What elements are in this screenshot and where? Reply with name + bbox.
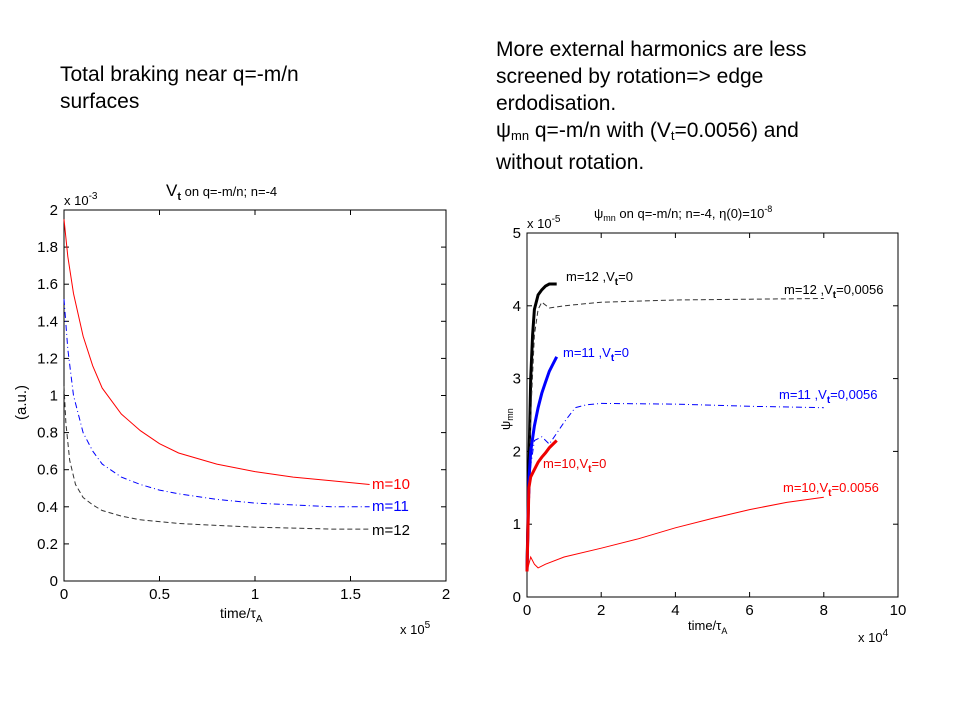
y-tick-label: 4: [513, 298, 521, 315]
x-tick-label: 0: [60, 586, 68, 603]
x-tick-label: 1.5: [340, 586, 361, 603]
chart1-title-main: V: [166, 181, 178, 200]
chart1-y-scale: x 10-3: [64, 191, 98, 208]
x-tick-label: 10: [890, 602, 907, 619]
series-line-0: [525, 282, 557, 572]
series-line-0: [63, 219, 370, 485]
y-tick-label: 1: [513, 516, 521, 533]
chart1-xlabel: time/τA: [220, 605, 263, 625]
chart1-title: Vt on q=-m/n; n=-4: [166, 181, 277, 203]
series-line-2: [525, 356, 559, 572]
y-tick-label: 3: [513, 371, 521, 388]
series-label-2: m=12: [372, 522, 410, 539]
chart1-title-sub: t: [177, 191, 181, 203]
y-tick-label: 0.6: [37, 462, 58, 479]
x-tick-label: 4: [671, 602, 679, 619]
chart2-y-scale: x 10-5: [527, 214, 561, 231]
right-caption-line4-b: =0.0056) and: [674, 119, 799, 142]
left-caption-line1: Total braking near q=-m/n: [60, 63, 299, 86]
y-tick-label: 1.6: [37, 276, 58, 293]
series-label-2: m=11 ,Vt=0: [563, 345, 629, 364]
y-tick-label: 0.2: [37, 536, 58, 553]
series-line-3: [526, 402, 824, 572]
right-caption-line1: More external harmonics are less: [496, 38, 807, 61]
chart2-title: ψmn on q=-m/n; n=-4, η(0)=10-8: [594, 204, 772, 223]
right-caption-line2: screened by rotation=> edge: [496, 65, 764, 88]
x-tick-label: 0: [523, 602, 531, 619]
right-caption: More external harmonics are less screene…: [496, 36, 936, 176]
vt-subscript: t: [670, 128, 675, 143]
series-line-1: [63, 298, 370, 508]
series-line-4: [525, 439, 558, 572]
series-line-5: [526, 496, 824, 572]
x-tick-label: 1: [251, 586, 259, 603]
x-tick-label: 2: [442, 586, 450, 603]
series-label-0: m=10: [372, 476, 410, 493]
x-tick-label: 0.5: [149, 586, 170, 603]
chart2-ylabel: ψmn: [498, 408, 515, 430]
series-label-0: m=12 ,Vt=0: [566, 269, 633, 288]
psi-subscript: mn: [510, 128, 530, 143]
series-label-3: m=11 ,Vt=0,0056: [779, 387, 878, 406]
series-line-1: [526, 298, 824, 572]
chart2-xlabel: time/τA: [688, 618, 727, 636]
right-caption-line3: erdodisation.: [496, 92, 617, 115]
y-tick-label: 0.4: [37, 499, 58, 516]
chart1-ylabel: (a.u.): [13, 385, 30, 420]
series-label-1: m=11: [372, 498, 409, 515]
right-caption-line4: ψmn q=-m/n with (Vt=0.0056) and: [496, 117, 936, 149]
left-caption-line2: surfaces: [60, 90, 140, 113]
y-tick-label: 2: [513, 443, 521, 460]
x-tick-label: 8: [820, 602, 828, 619]
chart2-frame: [526, 232, 899, 598]
x-tick-label: 6: [745, 602, 753, 619]
y-tick-label: 0: [513, 589, 521, 606]
y-tick-label: 1.8: [37, 239, 58, 256]
psi-symbol: ψ: [496, 119, 511, 142]
right-caption-line5: without rotation.: [496, 151, 645, 174]
y-tick-label: 1.2: [37, 350, 58, 367]
svg-text:ψmn: ψmn: [498, 408, 515, 430]
series-line-2: [63, 386, 370, 530]
y-tick-label: 0: [50, 573, 58, 590]
series-label-4: m=10,Vt=0: [543, 456, 606, 475]
x-tick-label: 2: [597, 602, 605, 619]
y-tick-label: 1.4: [37, 313, 58, 330]
series-label-1: m=12 ,Vt=0,0056: [784, 282, 883, 301]
left-caption: Total braking near q=-m/n surfaces: [60, 61, 390, 115]
right-caption-line4-a: q=-m/n with (V: [529, 119, 671, 142]
y-tick-label: 1: [50, 388, 58, 405]
chart2-x-scale: x 104: [858, 628, 889, 645]
series-label-5: m=10,Vt=0.0056: [783, 480, 879, 499]
y-tick-label: 0.8: [37, 425, 58, 442]
y-tick-label: 2: [50, 202, 58, 219]
chart1-x-scale: x 105: [400, 620, 431, 637]
chart1-title-rest: on q=-m/n; n=-4: [181, 184, 277, 199]
y-tick-label: 5: [513, 225, 521, 242]
